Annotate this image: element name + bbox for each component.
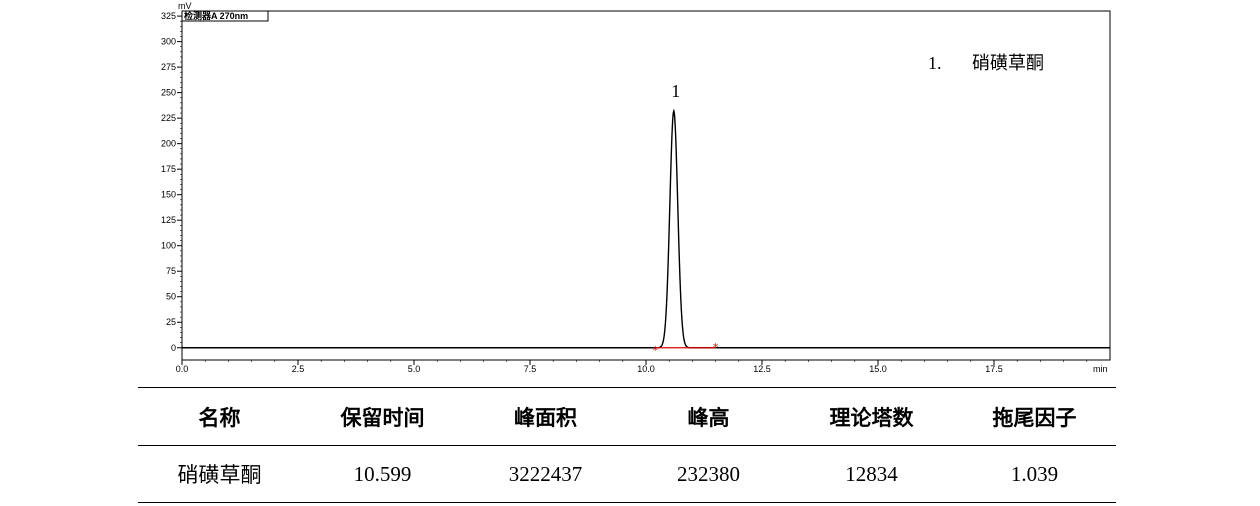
table-row: 硝磺草酮 10.599 3222437 232380 12834 1.039 (138, 445, 1116, 503)
y-tick-label: 0 (171, 343, 176, 353)
y-tick-label: 150 (161, 190, 176, 200)
x-tick-label: 15.0 (869, 364, 887, 374)
x-tick-label: 0.0 (176, 364, 189, 374)
legend: 1. 硝磺草酮 (928, 53, 1044, 73)
y-tick-label: 300 (161, 37, 176, 47)
x-tick-label: 17.5 (985, 364, 1003, 374)
x-axis: 0.0 2.5 5.0 7.5 10.0 12.5 15.0 17.5 (176, 360, 1088, 374)
x-tick-label: 7.5 (524, 364, 537, 374)
legend-compound-name: 硝磺草酮 (972, 53, 1044, 73)
table-header-row: 名称 保留时间 峰面积 峰高 理论塔数 拖尾因子 (138, 387, 1116, 446)
header-peak-height: 峰高 (627, 387, 790, 446)
cell-theoretical-plates: 12834 (790, 445, 953, 503)
header-peak-area: 峰面积 (464, 387, 627, 446)
y-tick-label: 225 (161, 113, 176, 123)
results-table: 名称 保留时间 峰面积 峰高 理论塔数 拖尾因子 硝磺草酮 10.599 322… (138, 387, 1116, 503)
header-theoretical-plates: 理论塔数 (790, 387, 953, 446)
peak-start-marker: * (653, 344, 659, 357)
y-tick-label: 25 (166, 317, 176, 327)
y-tick-label: 275 (161, 62, 176, 72)
series-layer: * * 1 (182, 81, 1110, 357)
y-axis-unit: mV (178, 1, 192, 11)
detector-label: 检测器A 270nm (184, 10, 248, 21)
y-tick-label: 200 (161, 139, 176, 149)
chromatogram-chart: 0 25 50 75 100 125 150 175 200 225 250 275 300 325 0.… (161, 1, 1111, 374)
y-tick-label: 175 (161, 164, 176, 174)
detector-label-box (181, 10, 269, 22)
header-tailing-factor: 拖尾因子 (953, 387, 1116, 446)
y-tick-label: 250 (161, 88, 176, 98)
x-tick-label: 12.5 (753, 364, 771, 374)
x-axis-unit: min (1093, 364, 1108, 374)
x-tick-label: 2.5 (292, 364, 305, 374)
cell-peak-area: 3222437 (464, 445, 627, 503)
x-tick-label: 5.0 (408, 364, 421, 374)
y-tick-label: 75 (166, 266, 176, 276)
cell-name: 硝磺草酮 (138, 445, 301, 503)
legend-number: 1. (928, 53, 942, 73)
y-tick-label: 325 (161, 11, 176, 21)
header-name: 名称 (138, 387, 301, 446)
cell-peak-height: 232380 (627, 445, 790, 503)
peak-label: 1 (671, 81, 680, 101)
y-tick-label: 50 (166, 292, 176, 302)
y-tick-label: 125 (161, 215, 176, 225)
header-retention-time: 保留时间 (301, 387, 464, 446)
y-tick-label: 100 (161, 241, 176, 251)
peak-end-marker: * (713, 341, 719, 354)
plot-frame (181, 10, 1111, 361)
chromatogram-trace (182, 108, 1110, 349)
cell-retention-time: 10.599 (301, 445, 464, 503)
y-axis: 0 25 50 75 100 125 150 175 200 225 250 275 300 325 (161, 11, 182, 353)
cell-tailing-factor: 1.039 (953, 445, 1116, 503)
x-tick-label: 10.0 (637, 364, 655, 374)
